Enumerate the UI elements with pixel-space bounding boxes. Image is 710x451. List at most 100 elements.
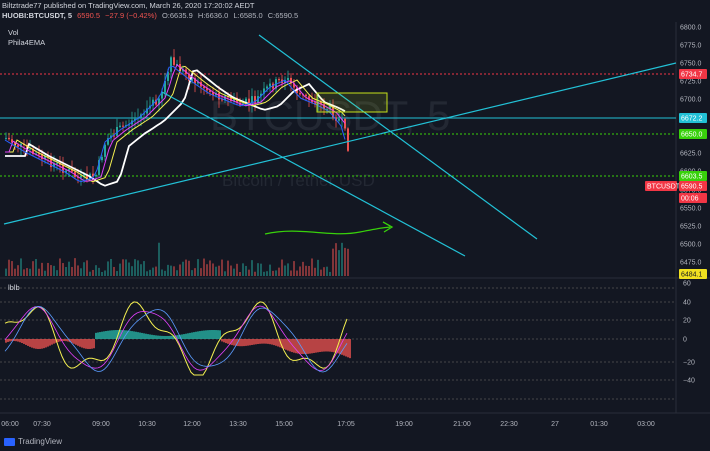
osc-histogram-bar <box>247 339 249 346</box>
osc-histogram-bar <box>319 339 321 352</box>
osc-tick: 40 <box>683 300 691 307</box>
osc-histogram-bar <box>203 330 205 339</box>
candle-body <box>221 99 223 101</box>
volume-bar <box>101 271 103 276</box>
candle-body <box>251 96 253 104</box>
time-tick: 12:00 <box>183 421 201 428</box>
volume-bar <box>125 259 127 276</box>
osc-tick: 0 <box>683 337 687 344</box>
volume-bar <box>92 269 94 276</box>
volume-bar <box>188 260 190 276</box>
osc-histogram-bar <box>105 331 107 339</box>
price-label: 00:06 <box>681 196 699 203</box>
volume-bar <box>275 270 277 276</box>
osc-histogram-bar <box>273 339 275 346</box>
volume-bar <box>53 265 55 276</box>
osc-histogram-bar <box>35 339 37 349</box>
candle-body <box>134 118 136 121</box>
osc-histogram-bar <box>271 339 273 345</box>
osc-histogram-bar <box>77 339 79 346</box>
time-tick: 19:00 <box>395 421 413 428</box>
candle-body <box>287 77 289 81</box>
volume-bar <box>230 265 232 276</box>
osc-histogram-bar <box>143 333 145 339</box>
osc-histogram-bar <box>25 339 27 345</box>
volume-bar <box>20 258 22 276</box>
candle-body <box>146 108 148 114</box>
price-label-bg <box>679 129 707 139</box>
volume-bar <box>269 264 271 276</box>
osc-histogram-bar <box>23 339 25 344</box>
oscillator-indicator-label[interactable]: lblb <box>8 283 20 292</box>
volume-bar <box>143 261 145 276</box>
ema-line <box>5 64 346 182</box>
osc-histogram-bar <box>75 339 77 345</box>
candle-body <box>80 176 82 178</box>
candle-body <box>152 99 154 106</box>
osc-histogram-bar <box>165 335 167 339</box>
volume-bar <box>44 270 46 276</box>
osc-histogram-bar <box>263 339 265 344</box>
osc-histogram-bar <box>315 339 317 353</box>
osc-histogram-bar <box>223 339 225 343</box>
candle-body <box>326 109 328 111</box>
osc-histogram-bar <box>93 339 95 349</box>
candle-body <box>260 93 262 97</box>
candle-body <box>20 143 22 147</box>
candle-body <box>248 98 250 104</box>
candle-body <box>29 148 31 150</box>
volume-bar <box>68 261 70 276</box>
candle-body <box>71 169 73 172</box>
ema-indicator-label[interactable]: Phila4EMA <box>8 38 46 47</box>
osc-histogram-bar <box>159 335 161 339</box>
osc-histogram-bar <box>31 339 33 348</box>
osc-line <box>4 305 348 373</box>
candle-body <box>290 77 292 84</box>
price-change: −27.9 (−0.42%) <box>105 11 157 20</box>
osc-histogram-bar <box>221 339 223 342</box>
osc-histogram-bar <box>239 339 241 347</box>
volume-indicator-label[interactable]: Vol <box>8 28 19 37</box>
volume-bar <box>59 258 61 276</box>
osc-histogram-bar <box>113 330 115 339</box>
tradingview-logo[interactable]: TradingView <box>4 437 62 446</box>
candle-body <box>209 90 211 93</box>
volume-bar <box>281 259 283 276</box>
osc-histogram-bar <box>297 339 299 354</box>
volume-bar <box>218 265 220 276</box>
osc-histogram-bar <box>41 339 43 349</box>
volume-bar <box>152 267 154 276</box>
osc-histogram-bar <box>323 339 325 352</box>
osc-histogram-bar <box>287 339 289 351</box>
volume-bar <box>71 266 73 276</box>
volume-bar <box>347 248 349 276</box>
ohlc-open: O:6635.9 <box>161 11 193 20</box>
time-tick: 15:00 <box>275 421 293 428</box>
ema-lines <box>4 64 346 187</box>
osc-histogram-bar <box>217 330 219 339</box>
candle-body <box>254 96 256 103</box>
osc-histogram-bar <box>305 339 307 355</box>
price-label: BTCUSDT <box>647 184 681 191</box>
osc-histogram-bar <box>283 339 285 349</box>
ema-line <box>4 65 346 183</box>
volume-bar <box>191 270 193 276</box>
osc-line <box>4 305 348 372</box>
price-label: 6650.0 <box>681 132 703 139</box>
ohlc-high: H:6636.0 <box>197 11 229 20</box>
candle-body <box>14 142 16 145</box>
candle-body <box>230 97 232 102</box>
osc-histogram-bar <box>145 333 147 339</box>
osc-histogram-bar <box>349 339 351 359</box>
candle-body <box>5 137 7 139</box>
volume-bar <box>80 268 82 276</box>
candle-body <box>53 163 55 168</box>
osc-histogram-bar <box>183 334 185 339</box>
osc-histogram-bar <box>331 339 333 352</box>
osc-histogram-bar <box>169 335 171 339</box>
osc-histogram-bar <box>151 334 153 339</box>
symbol-name[interactable]: HUOBI:BTCUSDT, 5 <box>2 11 73 20</box>
candle-body <box>233 97 235 102</box>
osc-histogram-bar <box>201 330 203 339</box>
